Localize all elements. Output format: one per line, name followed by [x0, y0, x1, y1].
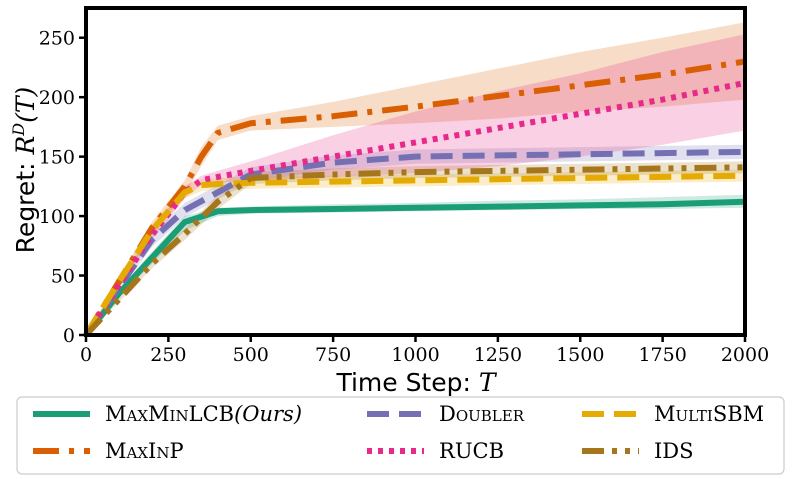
- x-tick-label: 1750: [638, 344, 686, 366]
- x-axis-ticks: 0 250 500 750 1000 1250 1500 1750 2000: [80, 335, 769, 366]
- legend-label-rucb: RUCB: [439, 439, 504, 463]
- y-axis-ticks: 0 50 100 150 200 250: [39, 28, 86, 347]
- x-tick-label: 1500: [556, 344, 604, 366]
- series-lines: [83, 58, 746, 338]
- legend-label-ids: IDS: [654, 439, 694, 463]
- y-tick-label: 200: [39, 87, 75, 109]
- x-tick-label: 250: [150, 344, 186, 366]
- y-tick-label: 0: [63, 325, 75, 347]
- x-axis-label-prefix: Time Step:: [335, 368, 478, 397]
- band-rucb: [86, 34, 745, 335]
- confidence-bands: [86, 22, 745, 336]
- legend-label-multisbm: MULTISBM: [654, 402, 764, 426]
- x-tick-label: 1000: [391, 344, 439, 366]
- y-axis-label-math: R: [11, 136, 40, 156]
- x-axis-label: Time Step: T: [335, 368, 497, 397]
- y-axis-label-suffix: (T): [11, 87, 40, 123]
- legend: MAXMINLCB(Ours) MAXINP DOUBLER RUCB MULTISBM…: [33, 402, 764, 463]
- y-tick-label: 100: [39, 206, 75, 228]
- y-axis-label: Regret: RD(T): [9, 87, 40, 254]
- x-tick-label: 1250: [474, 344, 522, 366]
- line-ids: [83, 164, 746, 338]
- x-axis-label-math: T: [479, 368, 498, 397]
- line-maxminlcb-ours: [83, 198, 746, 337]
- line-doubler: [83, 148, 746, 337]
- x-tick-label: 500: [233, 344, 269, 366]
- legend-label-maxinp: MAXINP: [105, 439, 184, 463]
- line-rucb: [83, 79, 746, 337]
- band-maxminlcb-ours: [86, 194, 745, 335]
- x-tick-label: 0: [80, 344, 92, 366]
- line-maxinp: [83, 58, 746, 337]
- legend-label-doubler: DOUBLER: [439, 402, 525, 426]
- legend-label-maxminlcb-ours: MAXMINLCB(Ours): [105, 402, 302, 426]
- x-tick-label: 2000: [721, 344, 769, 366]
- band-maxinp: [86, 22, 745, 336]
- y-tick-label: 50: [51, 266, 75, 288]
- y-tick-label: 150: [39, 147, 75, 169]
- y-axis-label-sup: D: [9, 123, 28, 137]
- y-axis-label-prefix: Regret:: [11, 155, 40, 254]
- line-multisbm: [83, 172, 746, 337]
- y-tick-label: 250: [39, 28, 75, 50]
- x-tick-label: 750: [315, 344, 351, 366]
